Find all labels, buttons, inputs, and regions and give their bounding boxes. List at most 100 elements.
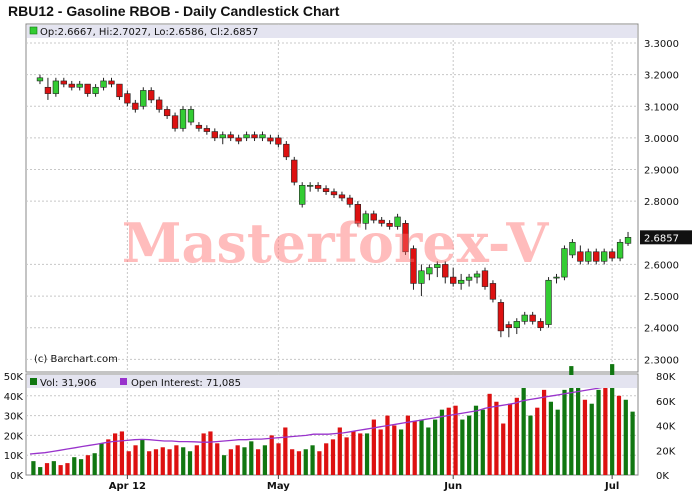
volume-bar <box>555 409 560 475</box>
volume-tick-label: 20K <box>4 431 24 442</box>
volume-bar <box>623 399 628 475</box>
volume-bar <box>283 427 288 475</box>
volume-bar <box>269 435 274 475</box>
price-panel: 3.3000 3.2000 3.1000 3.0000 2.9000 2.8000 2.60… <box>25 23 692 373</box>
price-legend-swatch <box>29 26 38 35</box>
candle-body <box>338 194 346 199</box>
candle-body <box>624 237 632 244</box>
open-interest-line <box>29 386 612 455</box>
volume-bar <box>215 443 220 475</box>
volume-bar <box>344 437 349 475</box>
candle-body <box>616 241 624 259</box>
chart-title: RBU12 - Gasoline RBOB - Daily Candlestic… <box>8 3 340 19</box>
candle-body <box>521 314 528 322</box>
candle-body <box>92 86 99 94</box>
last-price-label: 2.6857 <box>644 233 679 244</box>
volume-bar <box>337 427 342 475</box>
volume-bar <box>65 463 70 475</box>
candle-body <box>561 248 568 278</box>
barchart-credit: (c) Barchart.com <box>34 354 118 365</box>
volume-bar <box>276 443 281 475</box>
candle-body <box>68 83 75 88</box>
candle-body <box>450 276 457 284</box>
candle-body <box>497 302 505 332</box>
candle-body <box>434 264 441 268</box>
volume-bar <box>181 447 186 475</box>
volume-bar <box>324 443 329 475</box>
candle-body <box>370 213 377 221</box>
candle-body <box>442 264 449 278</box>
candle-body <box>163 109 171 117</box>
candle-body <box>529 314 536 322</box>
x-tick-label: Jul <box>604 481 619 492</box>
volume-legend-text: Vol: 31,906 <box>40 378 97 389</box>
candle-body <box>100 80 107 88</box>
price-tick-label: 3.1000 <box>644 102 679 113</box>
candle-body <box>243 134 250 139</box>
candle-body <box>601 251 608 262</box>
candle-body <box>418 270 425 284</box>
price-tick-label: 2.5000 <box>644 292 679 303</box>
volume-bar <box>398 429 404 475</box>
price-tick-label: 2.4000 <box>644 324 679 335</box>
oi-tick-label: 60K <box>656 397 676 408</box>
volume-bar <box>317 451 322 475</box>
volume-bar <box>113 433 118 475</box>
candle-body <box>608 251 616 259</box>
last-price-tag <box>640 230 692 245</box>
volume-bar <box>405 415 411 475</box>
volume-bar <box>562 389 567 475</box>
volume-bar <box>133 445 138 475</box>
volume-bar <box>228 449 233 475</box>
price-tick-label: 2.3000 <box>644 355 679 366</box>
volume-bar <box>392 425 397 475</box>
price-tick-label: 2.9000 <box>644 166 679 177</box>
volume-bar <box>412 421 417 475</box>
candle-body <box>132 102 139 110</box>
candle-body <box>306 185 314 187</box>
volume-bar <box>467 415 472 475</box>
candle-body <box>227 134 234 139</box>
volume-bar <box>78 459 84 475</box>
volume-legend-bar <box>27 375 637 388</box>
volume-bar <box>514 397 519 475</box>
volume-bar <box>535 407 540 475</box>
volume-bar <box>99 443 104 475</box>
candle-body <box>410 248 417 284</box>
candle-body <box>275 137 282 145</box>
volume-bar <box>44 463 50 475</box>
candle-body <box>465 276 473 281</box>
oi-tick-label: 0K <box>656 471 669 482</box>
candle-body <box>36 77 44 82</box>
volume-bar <box>371 419 376 475</box>
price-legend-bar <box>27 25 637 38</box>
candle-body <box>211 131 218 139</box>
candle-body <box>569 241 576 256</box>
candle-body <box>585 251 592 262</box>
volume-bar <box>330 439 336 475</box>
volume-bar <box>174 445 179 475</box>
volume-tick-label: 10K <box>4 451 24 462</box>
volume-bar <box>616 395 622 475</box>
volume-bar <box>501 423 506 475</box>
volume-bar <box>187 451 193 475</box>
candle-body <box>179 109 187 129</box>
volume-bar <box>603 385 608 475</box>
candle-body <box>299 185 306 205</box>
volume-bar <box>38 467 43 475</box>
volume-bar <box>208 431 213 475</box>
candle-body <box>52 80 60 94</box>
candle-body <box>426 267 433 275</box>
volume-bar <box>51 461 56 475</box>
candle-body <box>481 270 489 287</box>
candle-body <box>537 321 544 329</box>
price-tick-label: 2.6000 <box>644 260 679 271</box>
candle-body <box>513 321 520 329</box>
price-tick-label: 3.0000 <box>644 134 679 145</box>
candle-body <box>148 90 155 101</box>
price-tick-label: 2.8000 <box>644 197 679 208</box>
oi-tick-label: 80K <box>656 372 676 383</box>
volume-bar <box>351 431 356 475</box>
volume-bar <box>85 455 90 475</box>
